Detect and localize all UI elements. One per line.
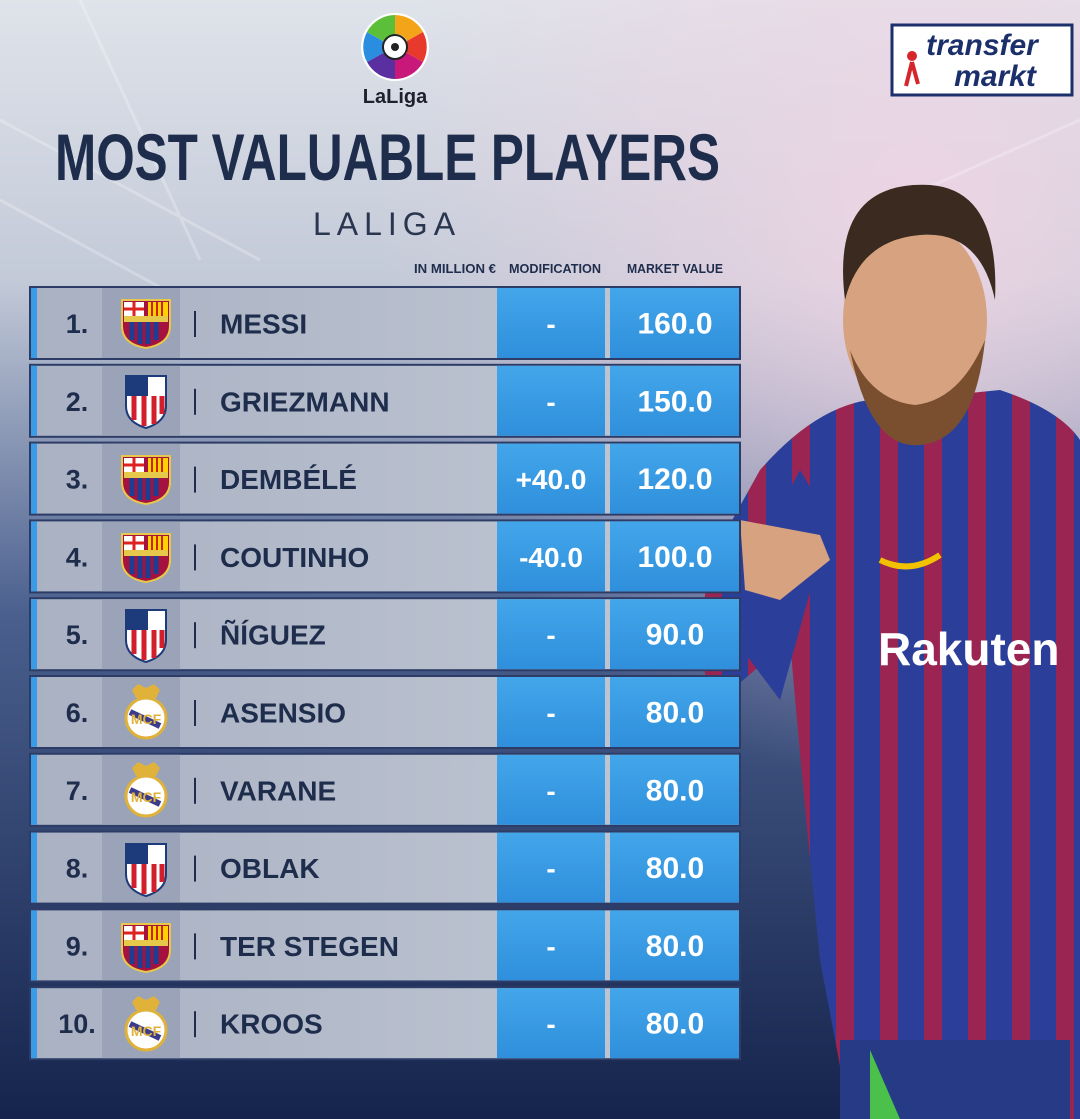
modification: -	[546, 620, 555, 651]
modification-cell	[497, 521, 605, 592]
market-value: 80.0	[646, 697, 704, 730]
value-cell	[610, 988, 739, 1059]
player-name: ASENSIO	[220, 698, 346, 729]
row-accent	[31, 365, 37, 436]
modification-cell	[497, 288, 605, 358]
market-value: 80.0	[646, 1008, 704, 1041]
rank: 2.	[66, 387, 89, 417]
market-value: 80.0	[646, 930, 704, 963]
player-name: COUTINHO	[220, 542, 369, 573]
rank: 10.	[58, 1009, 96, 1039]
value-cell	[610, 288, 739, 358]
row-accent	[31, 988, 37, 1059]
rank: 1.	[66, 309, 89, 339]
rank: 5.	[66, 620, 89, 650]
brand-line2: markt	[954, 60, 1038, 93]
market-value: 160.0	[637, 308, 712, 341]
row-accent	[31, 677, 37, 747]
row-accent	[31, 832, 37, 903]
modification: -	[546, 775, 555, 806]
row-accent	[31, 443, 37, 514]
market-value: 150.0	[637, 385, 712, 418]
modification-cell	[497, 677, 605, 747]
value-cell	[610, 443, 739, 514]
row-accent	[31, 521, 37, 592]
value-cell	[610, 677, 739, 747]
value-cell	[610, 521, 739, 592]
row-accent	[31, 288, 37, 358]
player-name: KROOS	[220, 1009, 323, 1040]
rank: 4.	[66, 542, 89, 572]
modification-cell	[497, 754, 605, 825]
market-value: 80.0	[646, 852, 704, 885]
laliga-logo	[361, 13, 429, 81]
logo-text: LaLiga	[363, 86, 428, 108]
modification-cell	[497, 365, 605, 436]
modification: -40.0	[519, 542, 583, 573]
rank: 7.	[66, 776, 89, 806]
market-value: 100.0	[637, 541, 712, 574]
value-cell	[610, 599, 739, 670]
row-accent	[31, 910, 37, 981]
modification: -	[546, 698, 555, 729]
modification-cell	[497, 832, 605, 903]
modification: -	[546, 386, 555, 417]
market-value: 90.0	[646, 619, 704, 652]
modification-cell	[497, 910, 605, 981]
row-accent	[31, 754, 37, 825]
rank: 3.	[66, 465, 89, 495]
modification-cell	[497, 988, 605, 1059]
stadium-lines	[0, 0, 1080, 322]
rank: 9.	[66, 931, 89, 961]
value-cell	[610, 754, 739, 825]
svg-text:Rakuten: Rakuten	[878, 623, 1059, 675]
player-name: TER STEGEN	[220, 931, 399, 962]
modification-cell	[497, 599, 605, 670]
market-value: 80.0	[646, 774, 704, 807]
modification: -	[546, 1009, 555, 1040]
value-cell	[610, 832, 739, 903]
player-name: VARANE	[220, 775, 336, 806]
rank: 6.	[66, 698, 89, 728]
value-cell	[610, 365, 739, 436]
player-name: DEMBÉLÉ	[220, 464, 357, 495]
table-row: 5. ÑÍGUEZ - 90.0	[29, 597, 741, 672]
row-accent	[31, 599, 37, 670]
modification: -	[546, 309, 555, 340]
player-name: ÑÍGUEZ	[220, 620, 326, 651]
value-cell	[610, 910, 739, 981]
player-figure: Rakuten	[702, 184, 1080, 1119]
player-name: GRIEZMANN	[220, 386, 390, 417]
modification: +40.0	[516, 464, 587, 495]
modification-cell	[497, 443, 605, 514]
column-header: MODIFICATION	[509, 261, 601, 276]
column-header: IN MILLION €	[414, 261, 496, 276]
subtitle: LALIGA	[313, 206, 461, 242]
modification: -	[546, 853, 555, 884]
title: MOST VALUABLE PLAYERS	[55, 120, 720, 194]
brand-logo: transfer markt	[890, 23, 1074, 97]
table: 1. MESSI - 160.0 2. GRIEZMANN - 150.0 3. DEMBÉLÉ +…	[29, 286, 741, 1061]
player-name: OBLAK	[220, 853, 320, 884]
brand-line1: transfer	[926, 29, 1040, 62]
modification: -	[546, 931, 555, 962]
player-name: MESSI	[220, 309, 307, 340]
market-value: 120.0	[637, 463, 712, 496]
rank: 8.	[66, 854, 89, 884]
column-header: MARKET VALUE	[627, 261, 723, 276]
